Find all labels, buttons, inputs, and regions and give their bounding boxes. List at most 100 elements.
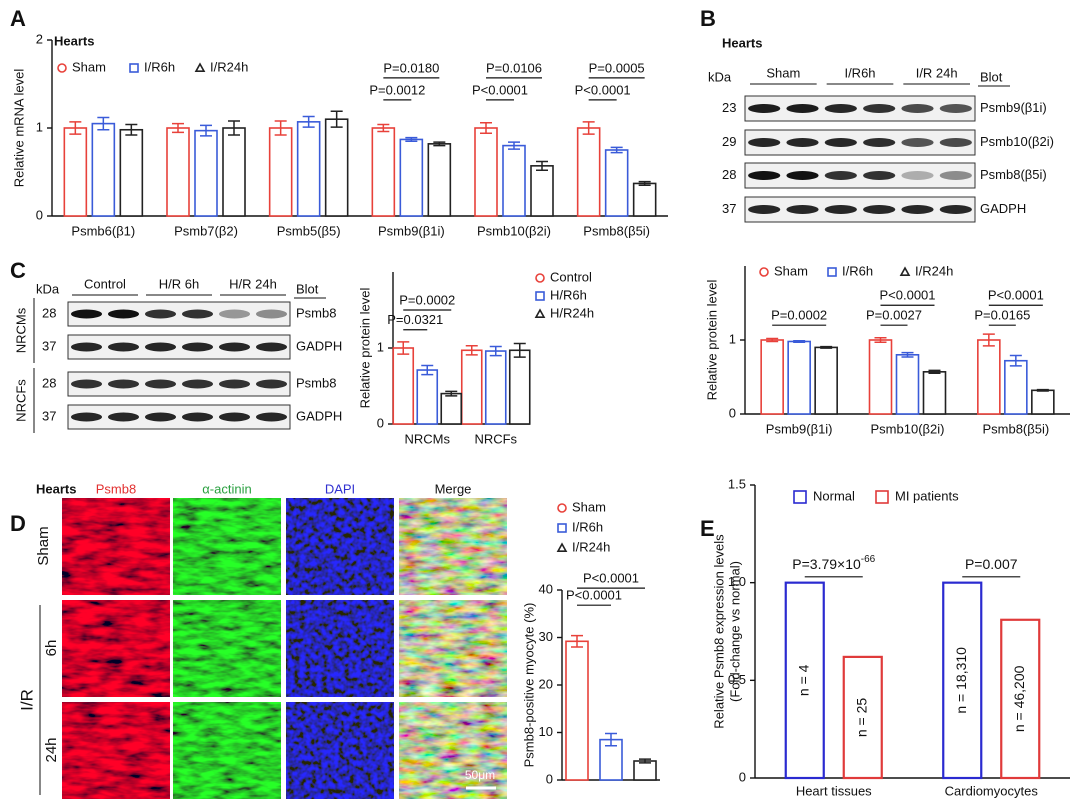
- bar: [760, 339, 784, 415]
- blot-band: [748, 171, 781, 180]
- p-value: P<0.0001: [472, 82, 528, 97]
- bar: [371, 127, 396, 217]
- bar-label: n = 46,200: [1011, 665, 1027, 732]
- bar: [787, 340, 811, 415]
- p-value: P=3.79×10-66: [792, 553, 875, 571]
- x-tick-label: Cardiomyocytes: [945, 783, 1039, 798]
- x-tick-label: Psmb9(β1i): [378, 223, 445, 238]
- bar: [474, 127, 498, 217]
- legend-marker: [557, 503, 567, 513]
- blot-band: [255, 412, 288, 422]
- group-label: I/R: [17, 689, 36, 711]
- blot-strip: [744, 196, 976, 223]
- error-bar: [397, 341, 410, 355]
- blot-band: [144, 309, 177, 319]
- legend-marker: [534, 308, 546, 318]
- legend-marker: [759, 267, 769, 277]
- y-tick-label: 1: [729, 331, 736, 346]
- bar: [416, 369, 439, 425]
- blot-band: [181, 342, 214, 352]
- y-tick-label: 1.5: [728, 476, 746, 491]
- error-bar: [465, 344, 478, 356]
- blot-band: [939, 205, 972, 214]
- panel-label: D: [10, 511, 26, 536]
- group-label: I/R 24h: [916, 65, 958, 80]
- panel-label: A: [10, 6, 26, 31]
- bar: [530, 165, 554, 217]
- p-value: P=0.0002: [771, 308, 827, 323]
- legend-label: Sham: [774, 263, 808, 278]
- bar: [222, 127, 246, 217]
- kda-value: 28: [42, 375, 56, 390]
- legend-marker: [535, 273, 545, 283]
- bar: [399, 138, 424, 217]
- blot-strip: [67, 334, 291, 360]
- blot-band: [218, 379, 251, 389]
- blot-label: GADPH: [296, 338, 342, 353]
- blot-band: [255, 379, 288, 389]
- blot-band: [107, 342, 140, 352]
- column-label: DAPI: [325, 481, 355, 496]
- panel-label: B: [700, 6, 716, 31]
- kda-value: 28: [722, 167, 736, 182]
- blot-band: [255, 342, 288, 352]
- blot-band: [824, 171, 857, 180]
- error-bar: [405, 136, 418, 142]
- blot-band: [824, 205, 857, 214]
- kda-value: 37: [722, 201, 736, 216]
- bar: [576, 127, 601, 217]
- error-bar: [793, 339, 806, 343]
- blot-header: Blot: [980, 69, 1003, 84]
- x-tick-label: Psmb8(β5i): [982, 421, 1049, 436]
- column-label: Merge: [435, 481, 472, 496]
- p-value: P=0.0005: [589, 60, 645, 75]
- kda-value: 23: [722, 100, 736, 115]
- blot-band: [218, 342, 251, 352]
- blot-band: [107, 412, 140, 422]
- row-label: Sham: [35, 526, 52, 565]
- y-axis-label: Psmb8-positive myocyte (%): [521, 603, 536, 768]
- blot-band: [939, 171, 972, 180]
- legend-label: I/R24h: [915, 263, 953, 278]
- x-tick-label: Psmb9(β1i): [766, 421, 833, 436]
- blot-band: [863, 104, 896, 113]
- y-tick-label: 10: [539, 724, 553, 739]
- bar: [1004, 359, 1028, 415]
- group-label: Control: [84, 276, 126, 291]
- bar: [502, 144, 526, 217]
- legend-marker: [827, 267, 837, 277]
- blot-band: [70, 412, 103, 422]
- kda-value: 37: [42, 338, 56, 353]
- p-value: P=0.0027: [866, 308, 922, 323]
- error-bar: [445, 390, 458, 397]
- error-bar: [274, 120, 287, 136]
- p-value: P<0.0001: [566, 588, 622, 603]
- bar: [977, 339, 1001, 415]
- blot-strip: [744, 129, 976, 156]
- column-label: α-actinin: [202, 481, 251, 496]
- row-label: 24h: [43, 737, 60, 762]
- error-bar: [228, 120, 240, 136]
- p-value-exponent: -66: [861, 553, 876, 564]
- error-bar: [571, 634, 583, 648]
- blot-band: [786, 171, 819, 180]
- p-value: P=0.0165: [974, 308, 1030, 323]
- y-tick-label: 0: [739, 769, 746, 784]
- bar: [895, 353, 920, 415]
- bar: [166, 127, 190, 217]
- blot-strip: [67, 301, 291, 327]
- blot-band: [218, 412, 251, 422]
- error-bar: [1009, 354, 1022, 367]
- legend-label: I/R6h: [842, 263, 873, 278]
- error-bar: [639, 758, 651, 764]
- blot-strip: [67, 404, 291, 430]
- p-value: P<0.0001: [575, 82, 631, 97]
- blot-label: Psmb8: [296, 375, 336, 390]
- bar: [1000, 618, 1041, 780]
- y-axis-label: Relative Psmb8 expression levels: [711, 534, 726, 729]
- blot-band: [939, 104, 972, 113]
- blot-band: [863, 171, 896, 180]
- legend-label: I/R6h: [572, 519, 603, 534]
- y-tick-label: 2: [36, 31, 43, 46]
- y-tick-label: 1: [377, 339, 384, 354]
